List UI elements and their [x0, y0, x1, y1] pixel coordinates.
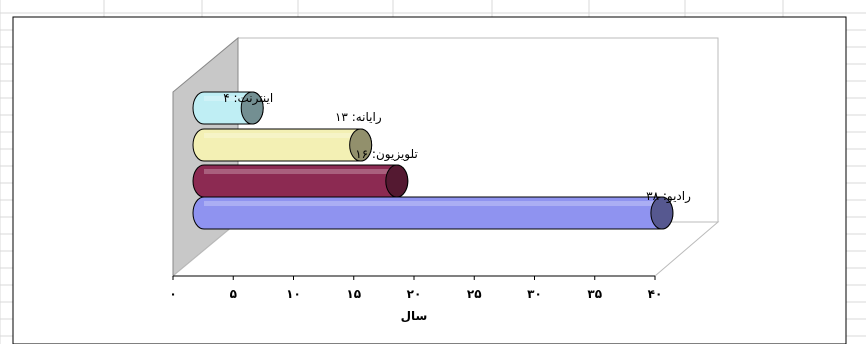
x-tick-label: ۰	[169, 287, 176, 301]
data-label: رادیو: ۳۸	[646, 189, 691, 204]
floor	[171, 221, 720, 277]
bar-end-cap	[385, 164, 409, 198]
x-axis-title: سال	[401, 309, 428, 323]
x-tick-label: ۵	[230, 287, 237, 301]
x-tick-label: ۲۵	[467, 287, 482, 301]
bar-end-cap	[240, 91, 264, 125]
data-labels-group: رادیو: ۳۸ تلویزیون: ۱۶ رایانه: ۱۳ اینترنت: …	[223, 91, 691, 204]
data-label: تلویزیون: ۱۶	[355, 147, 418, 162]
bar-highlight	[204, 169, 397, 174]
x-ticks-group: ۰ ۵ ۱۰ ۱۵ ۲۰ ۲۵ ۳۰ ۳۵ ۴۰	[169, 276, 662, 301]
x-tick-label: ۲۰	[407, 287, 422, 301]
bar-highlight	[204, 96, 253, 101]
bar-highlight	[204, 201, 662, 206]
x-tick-label: ۱۵	[346, 287, 361, 301]
data-label: رایانه: ۱۳	[335, 110, 382, 125]
bars-group	[192, 91, 674, 230]
x-tick-label: ۱۰	[286, 287, 301, 301]
bar-highlight	[204, 133, 361, 138]
bar-end-cap	[349, 128, 373, 162]
bar-end-cap	[650, 196, 674, 230]
x-tick-label: ۳۵	[587, 287, 602, 301]
data-label: اینترنت: ۴	[223, 91, 273, 106]
x-tick-label: ۴۰	[648, 287, 663, 301]
x-tick-label: ۳۰	[527, 287, 542, 301]
